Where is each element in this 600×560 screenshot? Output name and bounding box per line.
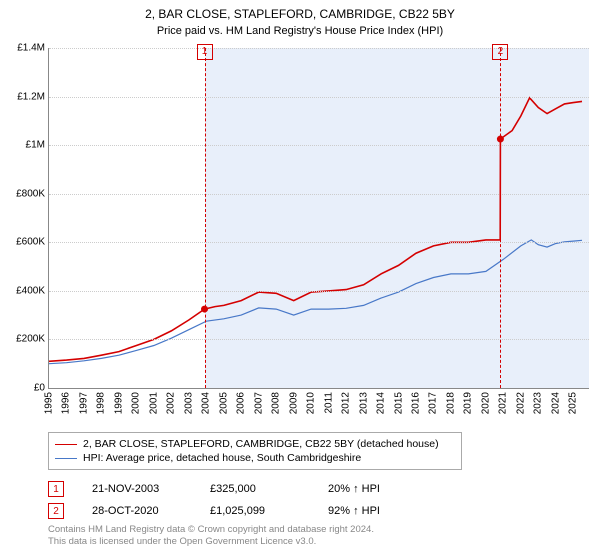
legend-swatch bbox=[55, 458, 77, 459]
event-marker-box: 1 bbox=[48, 481, 64, 497]
gridline-h bbox=[49, 145, 589, 146]
plot-region: £0£200K£400K£600K£800K£1M£1.2M£1.4M19951… bbox=[48, 48, 589, 389]
x-tick-label: 2002 bbox=[166, 392, 177, 414]
event-price: £1,025,099 bbox=[210, 505, 300, 517]
x-tick-label: 1995 bbox=[44, 392, 55, 414]
legend-label: HPI: Average price, detached house, Sout… bbox=[83, 452, 361, 464]
event-price: £325,000 bbox=[210, 483, 300, 495]
event-marker-box: 2 bbox=[48, 503, 64, 519]
x-tick-label: 2001 bbox=[148, 392, 159, 414]
y-tick-label: £1.2M bbox=[1, 91, 45, 102]
x-tick-label: 1996 bbox=[61, 392, 72, 414]
y-tick-label: £200K bbox=[1, 334, 45, 345]
y-tick-label: £400K bbox=[1, 285, 45, 296]
x-tick-label: 2010 bbox=[306, 392, 317, 414]
x-tick-label: 1999 bbox=[113, 392, 124, 414]
footer-attribution: Contains HM Land Registry data © Crown c… bbox=[48, 524, 374, 549]
chart-area: £0£200K£400K£600K£800K£1M£1.2M£1.4M19951… bbox=[48, 48, 588, 388]
x-tick-label: 1997 bbox=[78, 392, 89, 414]
x-tick-label: 2012 bbox=[341, 392, 352, 414]
marker-box: 1 bbox=[197, 44, 213, 60]
x-tick-label: 2016 bbox=[410, 392, 421, 414]
x-tick-label: 2023 bbox=[533, 392, 544, 414]
y-tick-label: £1M bbox=[1, 140, 45, 151]
event-row: 1 21-NOV-2003 £325,000 20% ↑ HPI bbox=[48, 478, 428, 500]
y-tick-label: £1.4M bbox=[1, 43, 45, 54]
x-tick-label: 2013 bbox=[358, 392, 369, 414]
series-line-hpi bbox=[49, 240, 582, 364]
marker-line bbox=[205, 48, 206, 388]
event-hpi-delta: 20% ↑ HPI bbox=[328, 483, 428, 495]
x-tick-label: 2022 bbox=[515, 392, 526, 414]
x-tick-label: 2014 bbox=[376, 392, 387, 414]
x-tick-label: 2009 bbox=[288, 392, 299, 414]
legend-item: HPI: Average price, detached house, Sout… bbox=[55, 451, 455, 465]
gridline-h bbox=[49, 291, 589, 292]
x-tick-label: 2024 bbox=[550, 392, 561, 414]
legend-label: 2, BAR CLOSE, STAPLEFORD, CAMBRIDGE, CB2… bbox=[83, 438, 439, 450]
legend: 2, BAR CLOSE, STAPLEFORD, CAMBRIDGE, CB2… bbox=[48, 432, 462, 470]
x-tick-label: 2021 bbox=[498, 392, 509, 414]
y-tick-label: £600K bbox=[1, 237, 45, 248]
x-tick-label: 2020 bbox=[480, 392, 491, 414]
x-tick-label: 2007 bbox=[253, 392, 264, 414]
x-tick-label: 2003 bbox=[183, 392, 194, 414]
event-hpi-delta: 92% ↑ HPI bbox=[328, 505, 428, 517]
line-series-svg bbox=[49, 48, 589, 388]
chart-container: 2, BAR CLOSE, STAPLEFORD, CAMBRIDGE, CB2… bbox=[0, 0, 600, 560]
footer-line-1: Contains HM Land Registry data © Crown c… bbox=[48, 524, 374, 536]
gridline-h bbox=[49, 97, 589, 98]
legend-item: 2, BAR CLOSE, STAPLEFORD, CAMBRIDGE, CB2… bbox=[55, 437, 455, 451]
x-tick-label: 2006 bbox=[236, 392, 247, 414]
event-date: 21-NOV-2003 bbox=[92, 483, 182, 495]
x-tick-label: 2000 bbox=[131, 392, 142, 414]
x-tick-label: 2018 bbox=[445, 392, 456, 414]
x-tick-label: 1998 bbox=[96, 392, 107, 414]
x-tick-label: 2004 bbox=[201, 392, 212, 414]
footer-line-2: This data is licensed under the Open Gov… bbox=[48, 536, 374, 548]
x-tick-label: 2008 bbox=[271, 392, 282, 414]
y-tick-label: £800K bbox=[1, 188, 45, 199]
x-tick-label: 2005 bbox=[218, 392, 229, 414]
chart-subtitle: Price paid vs. HM Land Registry's House … bbox=[0, 23, 600, 37]
event-annotations: 1 21-NOV-2003 £325,000 20% ↑ HPI 2 28-OCT-202… bbox=[48, 478, 428, 522]
x-tick-label: 2015 bbox=[393, 392, 404, 414]
marker-line bbox=[500, 48, 501, 388]
marker-box: 2 bbox=[492, 44, 508, 60]
y-tick-label: £0 bbox=[1, 383, 45, 394]
gridline-h bbox=[49, 339, 589, 340]
legend-swatch bbox=[55, 444, 77, 445]
event-row: 2 28-OCT-2020 £1,025,099 92% ↑ HPI bbox=[48, 500, 428, 522]
x-tick-label: 2019 bbox=[463, 392, 474, 414]
chart-title: 2, BAR CLOSE, STAPLEFORD, CAMBRIDGE, CB2… bbox=[0, 0, 600, 23]
event-date: 28-OCT-2020 bbox=[92, 505, 182, 517]
x-tick-label: 2025 bbox=[568, 392, 579, 414]
gridline-h bbox=[49, 242, 589, 243]
gridline-h bbox=[49, 194, 589, 195]
x-tick-label: 2011 bbox=[323, 392, 334, 414]
x-tick-label: 2017 bbox=[428, 392, 439, 414]
